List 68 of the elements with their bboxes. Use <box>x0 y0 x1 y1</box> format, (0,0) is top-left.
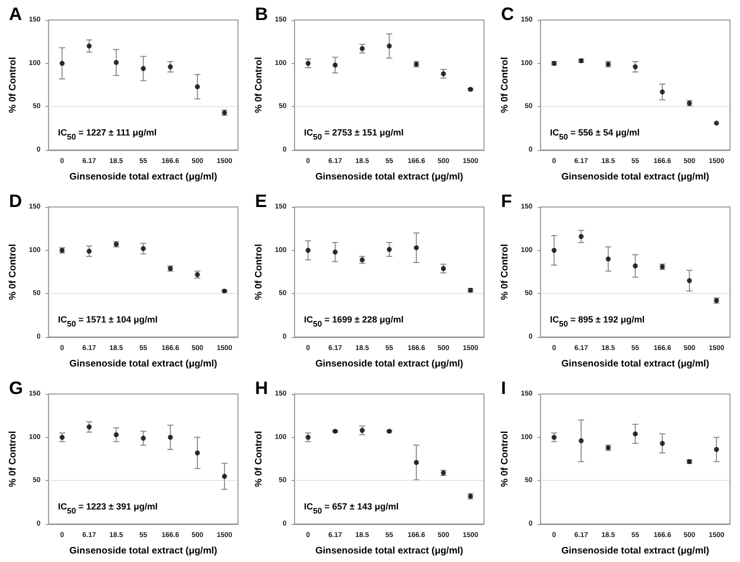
point <box>222 474 227 479</box>
point <box>140 66 146 72</box>
point <box>194 84 200 90</box>
point <box>414 245 419 250</box>
point <box>86 44 92 48</box>
point <box>168 434 173 440</box>
point <box>86 248 92 254</box>
point <box>168 64 173 70</box>
point <box>360 428 365 433</box>
x-axis-title: Ginsenoside total extract (μg/ml) <box>561 172 710 182</box>
point <box>440 266 446 272</box>
point <box>606 256 611 262</box>
point <box>578 438 584 444</box>
y-axis-title: % 0f Control <box>254 244 264 300</box>
point <box>632 431 638 436</box>
point <box>386 44 392 48</box>
y-axis-title: % 0f Control <box>8 57 18 113</box>
point <box>414 460 419 465</box>
chart-title: D <box>9 191 22 211</box>
y-axis-title: % 0f Control <box>500 431 510 487</box>
point <box>714 446 719 452</box>
x-axis-title: Ginsenoside total extract (μg/ml) <box>315 358 464 370</box>
x-axis-title: Ginsenoside total extract (μg/ml) <box>315 546 464 556</box>
point <box>632 263 638 268</box>
chart-title: B <box>255 4 268 24</box>
chart-title: I <box>501 378 506 398</box>
point <box>114 60 119 65</box>
point <box>686 278 692 284</box>
point <box>552 434 557 440</box>
chart-title: H <box>255 378 268 398</box>
point <box>714 120 719 126</box>
y-axis-title: % 0f Control <box>8 244 18 300</box>
chart-title: F <box>501 191 512 211</box>
y-axis-title: % 0f Control <box>500 57 510 113</box>
point <box>360 46 365 52</box>
x-axis-title: Ginsenoside total extract (μg/ml) <box>69 358 218 370</box>
point <box>332 250 338 255</box>
x-axis-title: Ginsenoside total extract (μg/ml) <box>315 172 464 182</box>
point <box>660 440 665 446</box>
chart-title: A <box>9 4 22 24</box>
point <box>332 62 338 68</box>
point <box>632 64 638 70</box>
chart-title: E <box>255 191 268 211</box>
x-axis-title: Ginsenoside total extract (μg/ml) <box>69 172 218 182</box>
point <box>140 246 146 252</box>
x-axis-title: Ginsenoside total extract (μg/ml) <box>561 358 710 370</box>
point <box>60 434 65 440</box>
point <box>552 248 557 253</box>
point <box>114 432 119 438</box>
point <box>306 434 311 440</box>
chart-title: G <box>9 378 24 398</box>
point <box>140 436 146 441</box>
point <box>440 71 446 76</box>
point <box>86 424 92 430</box>
y-axis-title: % 0f Control <box>254 431 264 487</box>
point <box>194 450 200 456</box>
point <box>306 248 311 253</box>
point <box>578 234 584 239</box>
point <box>60 60 65 66</box>
point <box>386 246 392 252</box>
x-axis-title: Ginsenoside total extract (μg/ml) <box>561 546 710 556</box>
y-axis-title: % 0f Control <box>254 57 264 113</box>
chart-title: C <box>501 4 514 24</box>
y-axis-title: % 0f Control <box>8 431 18 487</box>
y-axis-title: % 0f Control <box>500 244 510 300</box>
point <box>660 89 665 94</box>
x-axis-title: Ginsenoside total extract (μg/ml) <box>69 546 218 556</box>
point <box>306 60 311 66</box>
